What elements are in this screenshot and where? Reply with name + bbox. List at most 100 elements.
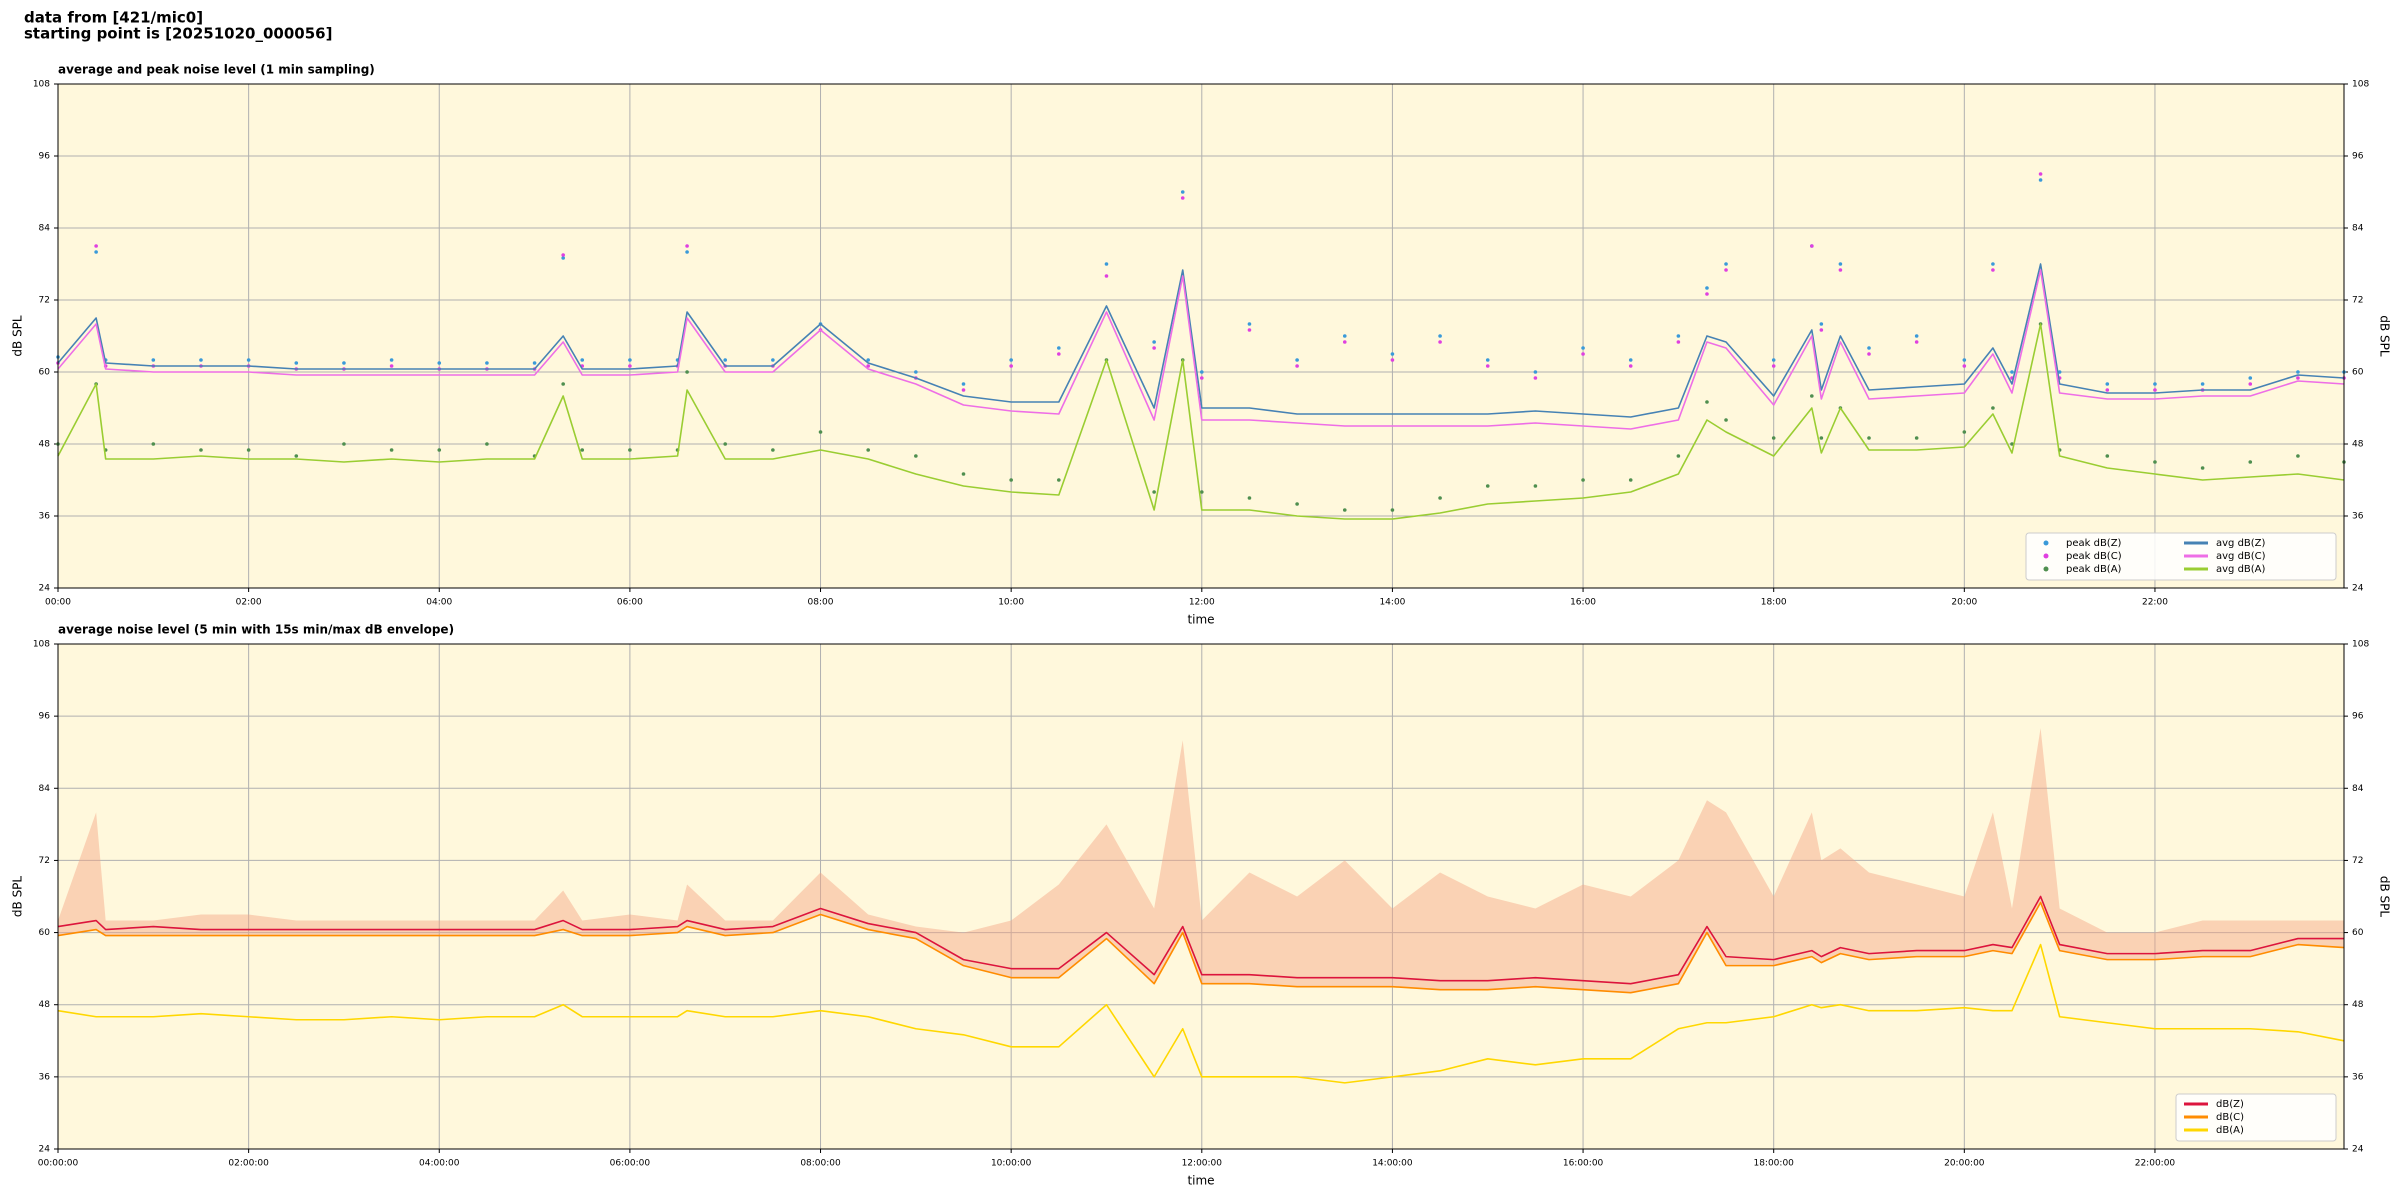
peak-point — [685, 370, 689, 374]
peak-point — [1485, 358, 1490, 362]
peak-point — [1057, 478, 1061, 482]
plot-frame — [57, 643, 2345, 1150]
y-tick-label: 60 — [39, 368, 51, 378]
peak-point — [2200, 382, 2205, 386]
legend-label: peak dB(A) — [2066, 564, 2122, 575]
y-tick-label-right: 84 — [2352, 784, 2364, 794]
peak-point — [561, 382, 565, 386]
x-tick-label: 06:00 — [617, 598, 643, 608]
peak-point — [685, 250, 689, 254]
x-tick-label: 08:00:00 — [800, 1159, 841, 1169]
x-tick-label: 20:00:00 — [1944, 1159, 1985, 1169]
peak-point — [723, 358, 728, 362]
peak-point — [866, 448, 870, 452]
x-tick-label: 10:00:00 — [991, 1159, 1032, 1169]
y-tick-label-right: 24 — [2352, 1145, 2364, 1155]
peak-point — [199, 358, 203, 362]
peak-point — [1104, 262, 1109, 266]
peak-point — [1152, 490, 1156, 494]
x-tick-label: 08:00 — [808, 598, 834, 608]
plot-area — [58, 84, 2344, 588]
chart-title: average noise level (5 min with 15s min/… — [58, 623, 454, 637]
legend-label: dB(A) — [2216, 1125, 2244, 1136]
peak-point — [1724, 418, 1728, 422]
legend-label: avg dB(A) — [2216, 564, 2266, 575]
peak-point — [2105, 454, 2110, 458]
y-tick-label: 48 — [39, 1000, 51, 1010]
y-tick-label: 24 — [39, 1145, 51, 1155]
peak-point — [2010, 442, 2014, 446]
peak-point — [246, 358, 251, 362]
peak-point — [2010, 370, 2014, 374]
envelope-area — [58, 728, 2344, 993]
legend-label: avg dB(C) — [2216, 551, 2266, 562]
y-tick-label: 36 — [39, 512, 51, 522]
peak-point — [1009, 358, 1013, 362]
x-tick-label: 04:00 — [426, 598, 452, 608]
y-tick-label-right: 108 — [2352, 80, 2369, 90]
peak-point — [1810, 244, 1814, 248]
peak-point — [1705, 400, 1709, 404]
x-tick-label: 04:00:00 — [419, 1159, 460, 1169]
peak-point — [1838, 268, 1843, 272]
peak-point — [1390, 358, 1395, 362]
peak-point — [1676, 340, 1681, 344]
peak-point — [914, 370, 918, 374]
peak-point — [2038, 178, 2043, 182]
y-tick-label: 48 — [39, 440, 51, 450]
y-tick-label: 60 — [39, 928, 51, 938]
peak-point — [866, 358, 870, 362]
x-tick-label: 06:00:00 — [610, 1159, 651, 1169]
peak-point — [1438, 340, 1442, 344]
peak-point — [1810, 394, 1814, 398]
series-line — [57, 901, 2345, 994]
legend-marker — [2043, 566, 2049, 572]
peak-point — [1342, 334, 1347, 338]
peak-point — [1104, 274, 1109, 278]
peak-point — [1485, 364, 1490, 368]
peak-point — [485, 442, 489, 446]
x-tick-label: 18:00 — [1761, 598, 1787, 608]
y-tick-label-right: 96 — [2352, 712, 2364, 722]
series-line — [57, 263, 2345, 418]
series-line — [57, 895, 2344, 985]
y-tick-label-right: 72 — [2352, 856, 2363, 866]
peak-point — [2296, 370, 2300, 374]
x-tick-label: 10:00 — [998, 598, 1024, 608]
peak-point — [1962, 430, 1967, 434]
y-axis-label-right: dB SPL — [2378, 315, 2392, 357]
series-line — [57, 323, 2345, 520]
y-tick-label: 24 — [39, 584, 51, 594]
peak-point — [1771, 358, 1776, 362]
peak-point — [294, 454, 299, 458]
peak-point — [2248, 376, 2253, 380]
y-tick-label-right: 72 — [2352, 296, 2363, 306]
peak-point — [1991, 406, 1995, 410]
peak-point — [771, 358, 775, 362]
peak-point — [2153, 382, 2157, 386]
y-axis-label: dB SPL — [11, 876, 25, 918]
peak-point — [1295, 358, 1299, 362]
x-axis-label: time — [1187, 1174, 1214, 1188]
peak-point — [580, 448, 585, 452]
legend-label: dB(C) — [2216, 1112, 2244, 1123]
peak-point — [628, 448, 632, 452]
peak-point — [685, 244, 689, 248]
peak-point — [1533, 376, 1538, 380]
legend-label: dB(Z) — [2216, 1099, 2244, 1110]
x-tick-label: 12:00:00 — [1182, 1159, 1223, 1169]
peak-point — [1705, 286, 1709, 290]
x-tick-label: 18:00:00 — [1753, 1159, 1794, 1169]
peak-point — [1581, 346, 1585, 350]
peak-point — [1867, 346, 1871, 350]
peak-point — [1247, 496, 1252, 500]
x-tick-label: 12:00 — [1189, 598, 1215, 608]
x-tick-label: 22:00:00 — [2135, 1159, 2176, 1169]
peak-point — [1057, 346, 1061, 350]
peak-point — [2105, 388, 2110, 392]
peak-point — [1991, 268, 1995, 272]
peak-point — [1485, 484, 1490, 488]
peak-point — [389, 358, 394, 362]
peak-point — [1867, 352, 1871, 356]
peak-point — [1819, 322, 1824, 326]
